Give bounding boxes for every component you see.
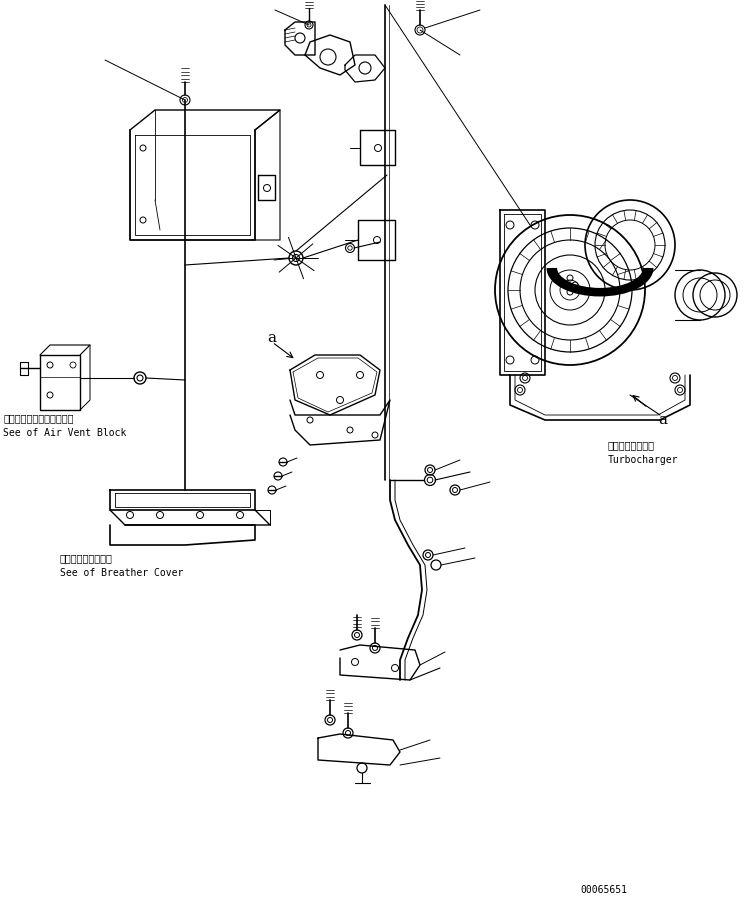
Text: See of Breather Cover: See of Breather Cover [60,568,183,578]
Text: Turbocharger: Turbocharger [608,455,679,465]
Text: 00065651: 00065651 [580,885,627,895]
Text: a: a [267,331,276,345]
Text: ブリーザカバー参照: ブリーザカバー参照 [60,553,112,563]
Circle shape [134,372,146,384]
Text: a: a [658,413,667,427]
Text: ターボチャージャ: ターボチャージャ [608,440,655,450]
Text: See of Air Vent Block: See of Air Vent Block [3,428,126,438]
Text: エアーベントブロック参照: エアーベントブロック参照 [3,413,74,423]
Circle shape [137,375,143,381]
